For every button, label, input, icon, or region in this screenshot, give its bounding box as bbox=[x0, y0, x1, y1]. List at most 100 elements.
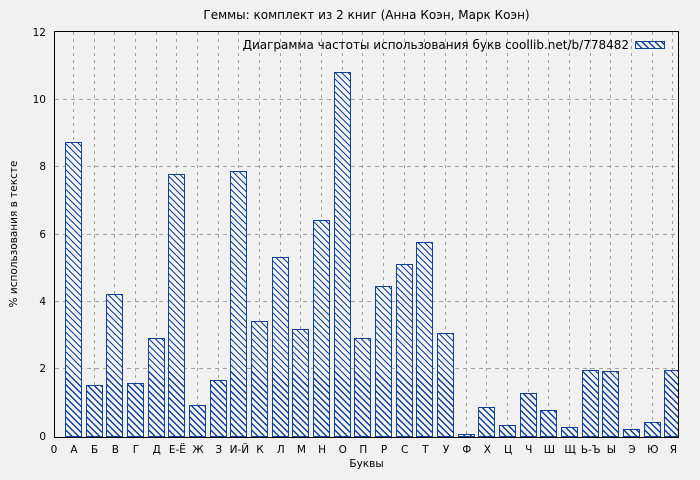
v-gridline bbox=[155, 32, 157, 437]
bar bbox=[292, 329, 310, 437]
x-tick bbox=[342, 437, 343, 438]
bar bbox=[271, 256, 289, 437]
x-tick-label: З bbox=[215, 444, 223, 456]
chart-title: Геммы: комплект из 2 книг (Анна Коэн, Ма… bbox=[203, 8, 530, 22]
v-gridline bbox=[424, 32, 426, 437]
bar bbox=[333, 71, 351, 437]
x-tick-label: Ф bbox=[462, 444, 472, 456]
v-gridline bbox=[548, 32, 550, 437]
x-tick bbox=[259, 437, 260, 438]
x-tick bbox=[621, 437, 622, 438]
bar bbox=[457, 433, 475, 437]
x-tick bbox=[579, 437, 580, 438]
bar bbox=[478, 406, 496, 437]
v-gridline bbox=[651, 32, 653, 437]
x-tick-label: М bbox=[296, 444, 306, 456]
x-tick-label: П bbox=[359, 444, 368, 456]
v-gridline bbox=[569, 32, 571, 437]
bar bbox=[147, 337, 165, 437]
x-tick-label: Б bbox=[91, 444, 99, 456]
bar bbox=[251, 320, 269, 437]
x-tick bbox=[528, 437, 529, 438]
x-tick-label: Ц bbox=[503, 444, 513, 456]
x-tick bbox=[207, 437, 208, 438]
y-tick-label: 2 bbox=[39, 363, 46, 376]
x-tick bbox=[641, 437, 642, 438]
x-tick bbox=[404, 437, 405, 438]
v-gridline bbox=[217, 32, 219, 437]
bar bbox=[209, 379, 227, 437]
y-tick-label: 4 bbox=[39, 295, 46, 308]
v-gridline bbox=[527, 32, 529, 437]
x-tick bbox=[507, 437, 508, 438]
v-gridline bbox=[486, 32, 488, 437]
x-tick-label: Н bbox=[318, 444, 326, 456]
h-gridline bbox=[55, 300, 678, 302]
x-tick-label: Ч bbox=[525, 444, 533, 456]
x-tick bbox=[311, 437, 312, 438]
x-tick bbox=[55, 437, 56, 438]
x-tick bbox=[610, 437, 611, 438]
x-tick bbox=[497, 437, 498, 438]
x-tick-label: Ю bbox=[647, 444, 659, 456]
x-tick-label: Я bbox=[669, 444, 678, 456]
bar bbox=[519, 393, 537, 437]
bar bbox=[65, 142, 82, 437]
v-gridline bbox=[465, 32, 467, 437]
x-tick bbox=[662, 437, 663, 438]
x-tick-label: К bbox=[256, 444, 264, 456]
h-gridline bbox=[55, 166, 678, 168]
x-tick bbox=[590, 437, 591, 438]
x-tick-label: Э bbox=[628, 444, 636, 456]
x-tick-label: А bbox=[70, 444, 78, 456]
x-tick bbox=[393, 437, 394, 438]
v-gridline bbox=[589, 32, 591, 437]
x-tick bbox=[187, 437, 188, 438]
x-tick bbox=[445, 437, 446, 438]
v-gridline bbox=[445, 32, 447, 437]
v-gridline bbox=[362, 32, 364, 437]
y-tick-label: 0 bbox=[39, 430, 46, 443]
x-tick bbox=[166, 437, 167, 438]
x-tick bbox=[176, 437, 177, 438]
x-tick bbox=[104, 437, 105, 438]
v-gridline bbox=[93, 32, 95, 437]
bar bbox=[437, 332, 455, 437]
v-gridline bbox=[279, 32, 281, 437]
x-tick bbox=[83, 437, 84, 438]
x-tick bbox=[476, 437, 477, 438]
x-tick bbox=[218, 437, 219, 438]
x-tick bbox=[228, 437, 229, 438]
bar bbox=[540, 410, 558, 437]
v-gridline bbox=[300, 32, 302, 437]
bar bbox=[189, 405, 207, 437]
v-gridline bbox=[114, 32, 116, 437]
x-tick-label: Ш bbox=[543, 444, 556, 456]
x-tick bbox=[94, 437, 95, 438]
x-tick bbox=[435, 437, 436, 438]
x-tick bbox=[424, 437, 425, 438]
x-tick bbox=[517, 437, 518, 438]
plot-area: Диаграмма частоты использования букв coo… bbox=[54, 31, 679, 438]
x-tick bbox=[466, 437, 467, 438]
x-tick bbox=[135, 437, 136, 438]
x-tick bbox=[249, 437, 250, 438]
x-axis-title: Буквы bbox=[349, 458, 384, 470]
bar bbox=[623, 428, 641, 437]
x-tick bbox=[300, 437, 301, 438]
x-tick bbox=[486, 437, 487, 438]
x-tick bbox=[652, 437, 653, 438]
v-gridline bbox=[403, 32, 405, 437]
bar bbox=[127, 383, 144, 437]
v-gridline bbox=[259, 32, 261, 437]
x-tick-label: В bbox=[111, 444, 119, 456]
y-tick-label: 6 bbox=[39, 228, 46, 241]
x-tick-label: Ь-Ъ bbox=[580, 444, 601, 456]
bar bbox=[168, 174, 186, 437]
bar bbox=[230, 171, 248, 437]
bar bbox=[581, 369, 599, 437]
x-tick-label: У bbox=[442, 444, 450, 456]
x-tick bbox=[538, 437, 539, 438]
legend-swatch-hatch-icon bbox=[635, 41, 665, 49]
